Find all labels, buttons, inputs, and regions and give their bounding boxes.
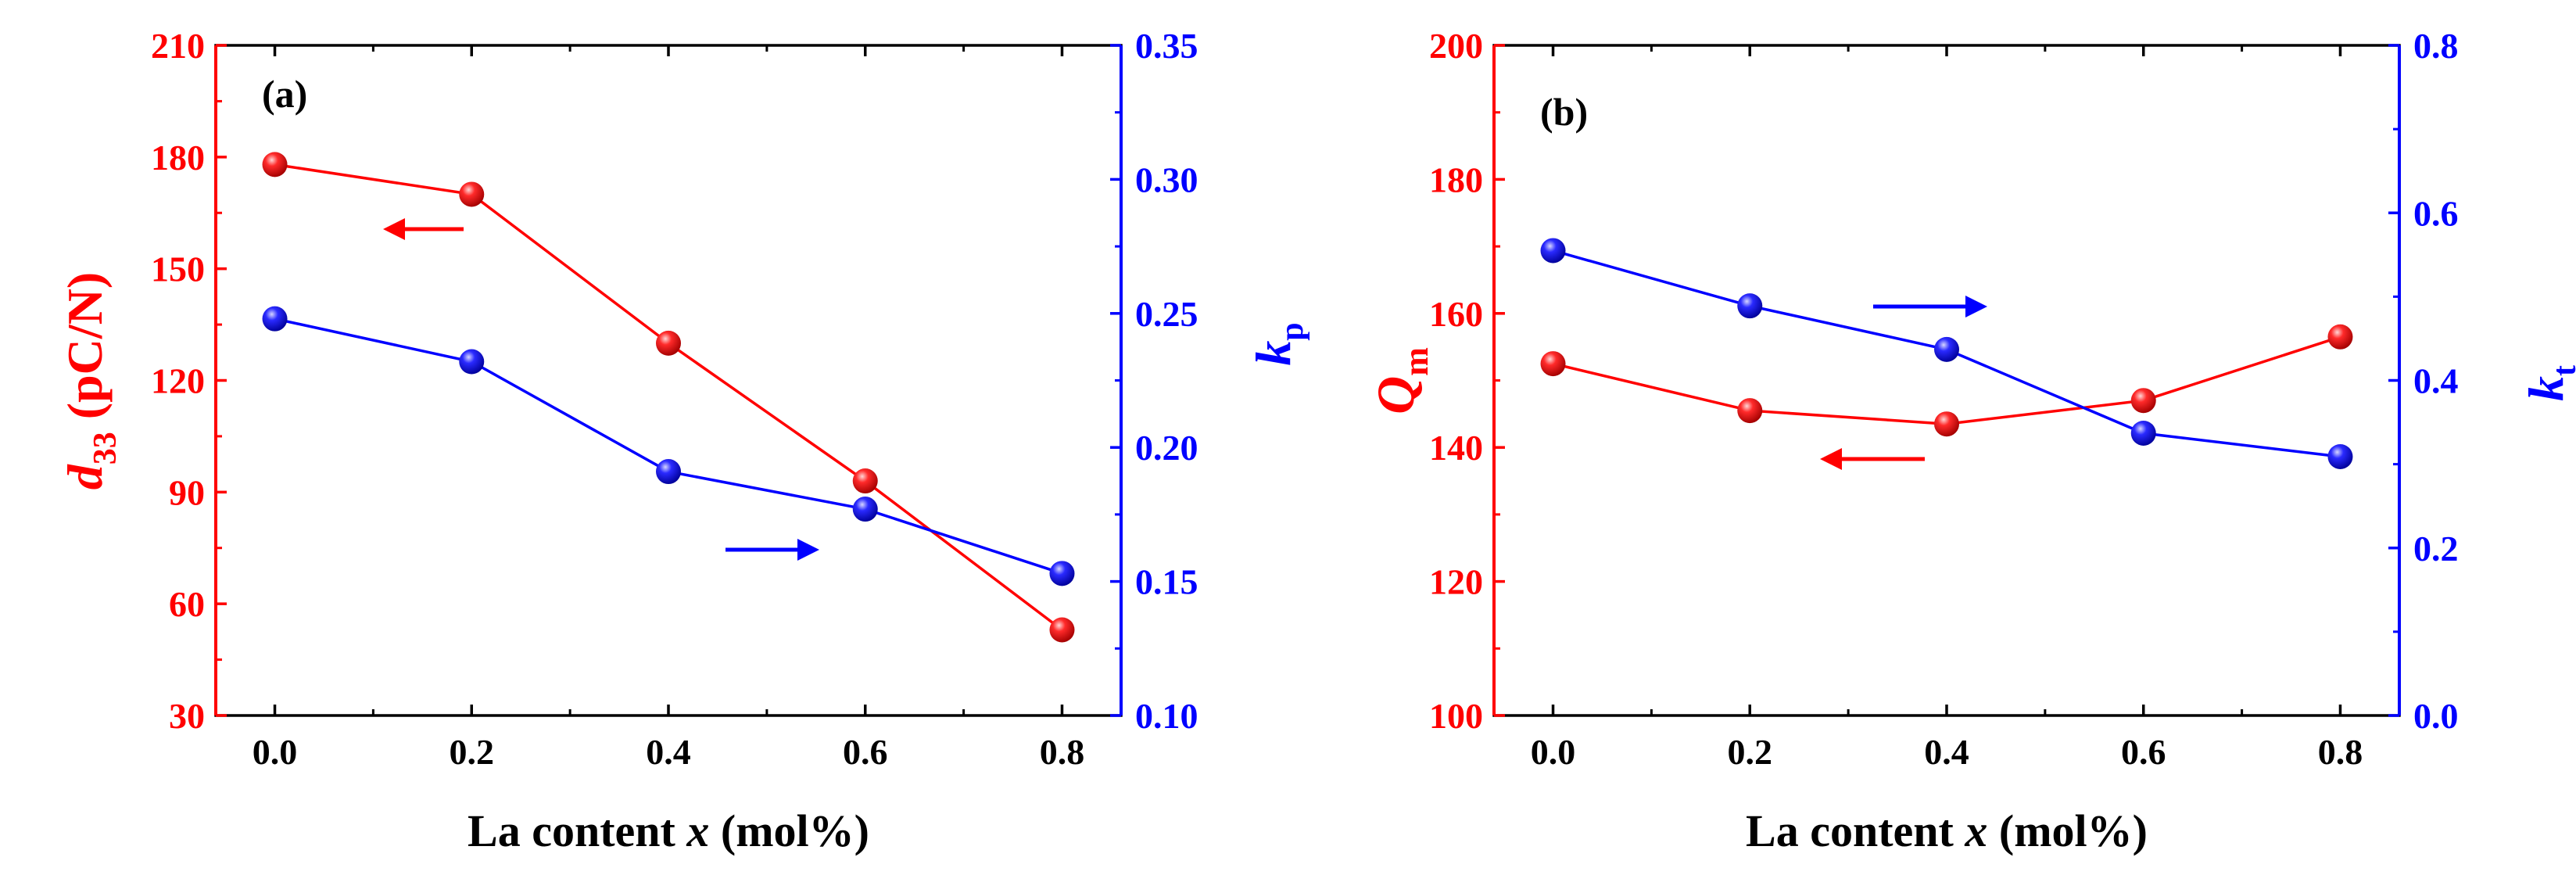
plot-frame bbox=[1492, 44, 2401, 717]
data-point-d33 bbox=[262, 152, 288, 178]
y-left-tick-label: 210 bbox=[151, 26, 205, 66]
data-point-kt bbox=[2327, 443, 2353, 469]
y-right-tick-label: 0.20 bbox=[1135, 428, 1198, 468]
y-right-tick-label: 0.35 bbox=[1135, 26, 1198, 66]
series-b bbox=[1540, 238, 2353, 469]
y-left-unit: (pC/N) bbox=[57, 272, 113, 432]
data-point-kp bbox=[656, 459, 681, 485]
plot-frame bbox=[214, 44, 1123, 717]
data-point-kp bbox=[1049, 561, 1075, 586]
data-point-Qm bbox=[2130, 388, 2156, 414]
x-label-suffix: (mol%) bbox=[709, 805, 869, 856]
x-tick-label: 0.8 bbox=[1040, 732, 1085, 772]
y-left-tick-label: 60 bbox=[169, 584, 205, 624]
data-point-d33 bbox=[1049, 617, 1075, 643]
data-point-Qm bbox=[1737, 398, 1763, 424]
series-line-d33 bbox=[274, 163, 1063, 631]
x-tick-label: 0.4 bbox=[1924, 732, 1969, 772]
y-right-tick-label: 0.2 bbox=[2413, 529, 2459, 568]
y-left-tick-label: 120 bbox=[151, 361, 205, 401]
data-point-d33 bbox=[459, 181, 485, 207]
data-point-kp bbox=[459, 349, 485, 375]
y-left-subscript: 33 bbox=[88, 432, 124, 464]
y-right-tick-label: 0.10 bbox=[1135, 696, 1198, 736]
y-left-tick-label: 180 bbox=[1429, 160, 1483, 199]
data-point-kp bbox=[262, 306, 288, 332]
series-a bbox=[262, 152, 1075, 643]
x-label-prefix: La content bbox=[1746, 805, 1965, 856]
data-point-d33 bbox=[656, 330, 681, 356]
x-tick-label: 0.0 bbox=[1531, 732, 1576, 772]
x-tick-label: 0.2 bbox=[450, 732, 495, 772]
x-tick-label: 0.6 bbox=[843, 732, 888, 772]
y-right-tick-label: 0.15 bbox=[1135, 562, 1198, 602]
panel-a: (a) 0.0 0.2 0.4 0.6 0.8 30 60 90 120 150 180 210 0.1… bbox=[57, 26, 1310, 856]
x-tick-label: 0.8 bbox=[2318, 732, 2363, 772]
data-point-d33 bbox=[852, 468, 878, 494]
y-left-tick-label: 150 bbox=[151, 249, 205, 289]
data-point-Qm bbox=[2327, 324, 2353, 350]
data-point-kt bbox=[1737, 293, 1763, 319]
ticks-b: 0.0 0.2 0.4 0.6 0.8 100 120 140 160 180 200 0.0 0.2 0… bbox=[1429, 26, 2459, 772]
y-right-label: kt bbox=[2518, 365, 2576, 401]
panel-b: (b) 0.0 0.2 0.4 0.6 0.81001201401601802000.0… bbox=[1366, 26, 2576, 856]
data-point-Qm bbox=[1540, 351, 1566, 377]
y-right-subscript: t bbox=[2547, 365, 2576, 376]
data-point-kt bbox=[1540, 238, 1566, 264]
y-right-tick-label: 0.25 bbox=[1135, 294, 1198, 334]
y-left-tick-label: 120 bbox=[1429, 562, 1483, 602]
y-left-tick-label: 30 bbox=[169, 696, 205, 736]
y-left-tick-label: 180 bbox=[151, 138, 205, 178]
arrow-right-kt bbox=[1873, 296, 1987, 317]
x-tick-label: 0.0 bbox=[253, 732, 298, 772]
x-tick-label: 0.6 bbox=[2121, 732, 2166, 772]
x-label-prefix: La content bbox=[468, 805, 686, 856]
panel-label: (b) bbox=[1540, 90, 1588, 134]
series-line-kp bbox=[274, 317, 1063, 575]
y-right-symbol: k bbox=[2518, 376, 2574, 401]
y-left-label: d33 (pC/N) bbox=[57, 272, 124, 490]
data-point-kt bbox=[1934, 336, 1959, 362]
arrow-right-kp bbox=[726, 539, 819, 561]
x-axis-label: La content x (mol%) bbox=[1746, 805, 2148, 856]
y-right-symbol: k bbox=[1245, 341, 1301, 366]
arrow-left-qm bbox=[1820, 448, 1925, 470]
x-tick-label: 0.4 bbox=[646, 732, 691, 772]
y-left-symbol: Q bbox=[1366, 376, 1425, 414]
y-left-tick-label: 100 bbox=[1429, 696, 1483, 736]
panel-label: (a) bbox=[262, 72, 307, 116]
data-point-kt bbox=[2130, 420, 2156, 446]
y-right-tick-label: 0.30 bbox=[1135, 160, 1198, 199]
y-right-tick-label: 0.0 bbox=[2413, 696, 2459, 736]
y-right-tick-label: 0.6 bbox=[2413, 193, 2459, 233]
y-left-subscript: m bbox=[1397, 347, 1435, 376]
data-point-kp bbox=[852, 497, 878, 522]
y-left-tick-label: 200 bbox=[1429, 26, 1483, 66]
x-label-suffix: (mol%) bbox=[1987, 805, 2148, 856]
x-label-variable: x bbox=[1964, 805, 1987, 856]
y-left-tick-label: 160 bbox=[1429, 294, 1483, 334]
x-tick-label: 0.2 bbox=[1728, 732, 1773, 772]
arrow-left-d33 bbox=[383, 218, 464, 240]
y-right-tick-label: 0.4 bbox=[2413, 361, 2459, 401]
y-right-label: kp bbox=[1245, 322, 1310, 365]
y-left-tick-label: 140 bbox=[1429, 428, 1483, 468]
y-right-tick-label: 0.8 bbox=[2413, 26, 2459, 66]
y-left-tick-label: 90 bbox=[169, 472, 205, 512]
data-point-Qm bbox=[1934, 411, 1959, 437]
ticks-a: 0.0 0.2 0.4 0.6 0.8 30 60 90 120 150 180 210 0.10 0.1… bbox=[151, 26, 1198, 772]
x-axis-label: La content x (mol%) bbox=[468, 805, 869, 856]
y-left-symbol: d bbox=[57, 464, 113, 490]
x-label-variable: x bbox=[686, 805, 709, 856]
y-left-label: Qm bbox=[1366, 347, 1435, 414]
y-right-subscript: p bbox=[1274, 322, 1310, 340]
